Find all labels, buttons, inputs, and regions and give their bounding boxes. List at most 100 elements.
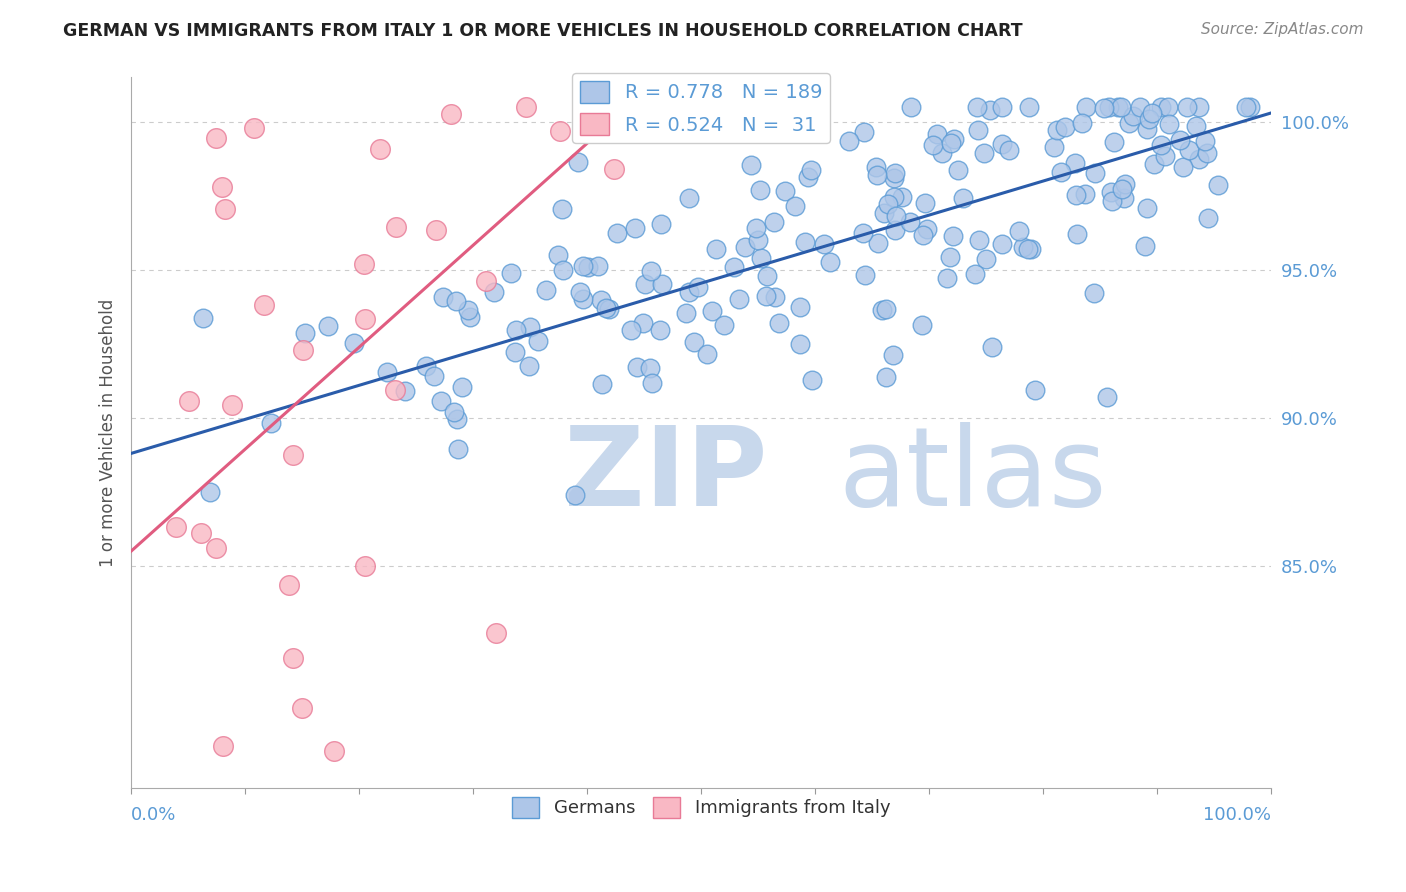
Point [875, 370, 897, 384]
Point [800, 162, 823, 177]
Point [898, 215, 921, 229]
Point [198, 484, 221, 499]
Point [749, 183, 772, 197]
Point [1098, 100, 1121, 114]
Point [1053, 120, 1076, 134]
Point [883, 190, 905, 204]
Point [927, 127, 949, 141]
Point [447, 442, 470, 457]
Point [205, 541, 228, 556]
Point [211, 180, 233, 194]
Y-axis label: 1 or more Vehicles in Household: 1 or more Vehicles in Household [100, 299, 117, 566]
Point [650, 217, 672, 231]
Point [820, 255, 842, 269]
Point [281, 651, 304, 665]
Point [1129, 100, 1152, 114]
Point [1064, 188, 1087, 202]
Point [883, 223, 905, 237]
Point [606, 226, 628, 240]
Point [763, 215, 786, 229]
Point [458, 310, 481, 324]
Point [1064, 156, 1087, 170]
Point [499, 266, 522, 280]
Point [727, 292, 749, 306]
Point [768, 316, 790, 330]
Point [211, 739, 233, 754]
Point [1107, 100, 1129, 114]
Point [946, 163, 969, 178]
Point [375, 365, 398, 379]
Point [641, 376, 664, 391]
Point [576, 260, 599, 274]
Point [749, 251, 772, 265]
Point [620, 323, 643, 337]
Point [942, 132, 965, 146]
Point [981, 340, 1004, 354]
Point [1074, 186, 1097, 201]
Point [1101, 194, 1123, 208]
Point [745, 220, 768, 235]
Point [1194, 134, 1216, 148]
Point [1142, 157, 1164, 171]
Point [1195, 145, 1218, 160]
Point [1112, 191, 1135, 205]
Point [723, 260, 745, 274]
Point [782, 100, 804, 114]
Point [440, 106, 463, 120]
Point [1135, 238, 1157, 252]
Point [485, 626, 508, 640]
Point [243, 120, 266, 135]
Point [796, 170, 818, 185]
Point [165, 519, 187, 533]
Point [974, 252, 997, 267]
Point [572, 292, 595, 306]
Point [588, 259, 610, 273]
Point [755, 269, 778, 284]
Point [870, 302, 893, 317]
Point [1157, 117, 1180, 131]
Point [277, 578, 299, 592]
Point [1092, 101, 1115, 115]
Point [551, 202, 574, 216]
Point [1111, 182, 1133, 196]
Point [1118, 116, 1140, 130]
Point [754, 289, 776, 303]
Point [1171, 160, 1194, 174]
Point [884, 210, 907, 224]
Point [696, 347, 718, 361]
Point [966, 100, 988, 114]
Point [598, 301, 620, 316]
Point [591, 293, 613, 308]
Point [451, 380, 474, 394]
Point [1178, 144, 1201, 158]
Legend: Germans, Immigrants from Italy: Germans, Immigrants from Italy [505, 789, 897, 825]
Point [1188, 100, 1211, 114]
Point [678, 285, 700, 300]
Point [591, 376, 613, 391]
Point [475, 274, 498, 288]
Point [890, 190, 912, 204]
Point [526, 334, 548, 349]
Point [853, 268, 876, 282]
Point [939, 250, 962, 264]
Point [931, 145, 953, 160]
Point [519, 320, 541, 334]
Point [1137, 112, 1160, 127]
Point [998, 144, 1021, 158]
Text: GERMAN VS IMMIGRANTS FROM ITALY 1 OR MORE VEHICLES IN HOUSEHOLD CORRELATION CHAR: GERMAN VS IMMIGRANTS FROM ITALY 1 OR MOR… [63, 22, 1024, 40]
Point [866, 235, 889, 250]
Text: atlas: atlas [838, 422, 1107, 529]
Point [783, 199, 806, 213]
Point [740, 158, 762, 172]
Point [852, 226, 875, 240]
Point [678, 191, 700, 205]
Point [922, 137, 945, 152]
Point [675, 306, 697, 320]
Point [190, 526, 212, 541]
Point [1168, 133, 1191, 147]
Point [1154, 149, 1177, 163]
Point [1043, 140, 1066, 154]
Point [1076, 100, 1098, 114]
Point [1136, 122, 1159, 136]
Text: 100.0%: 100.0% [1204, 805, 1271, 823]
